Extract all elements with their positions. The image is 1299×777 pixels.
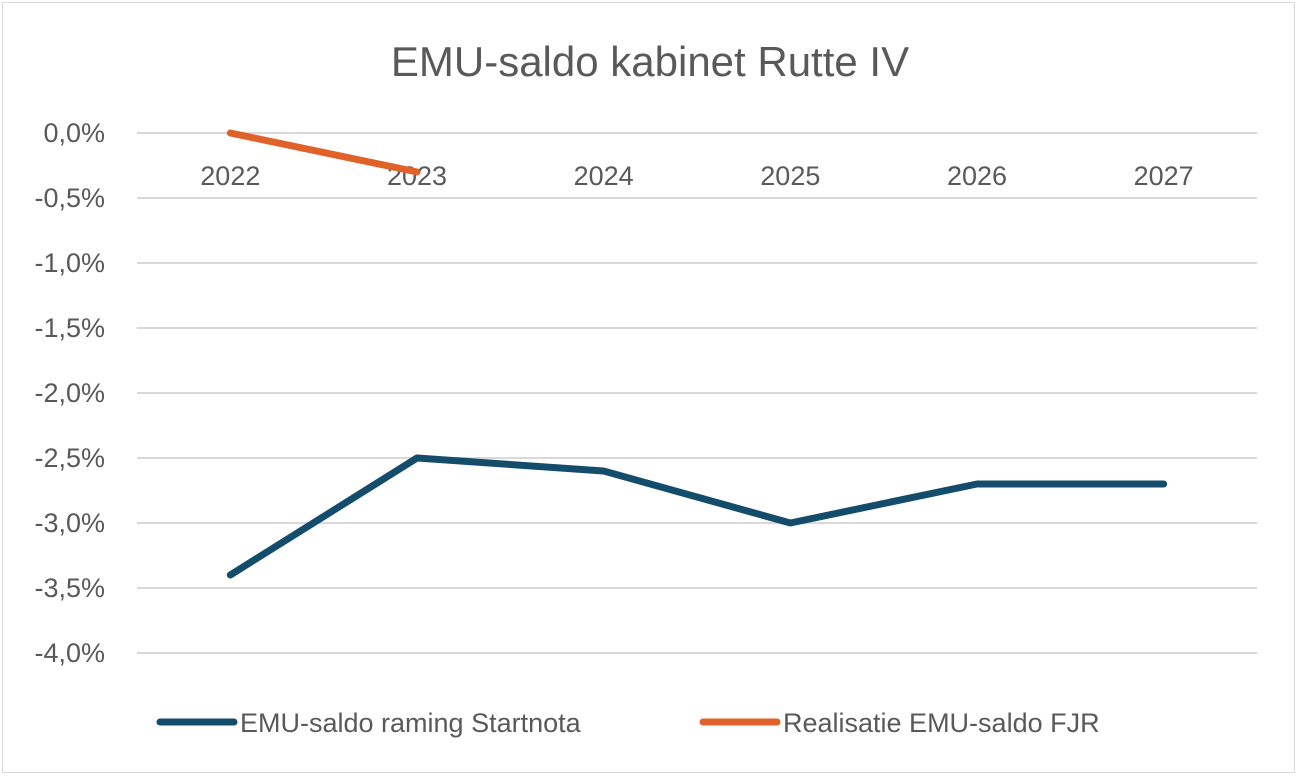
x-tick-label: 2026 — [947, 161, 1007, 191]
y-tick-label: -2,0% — [34, 378, 105, 408]
y-tick-label: -2,5% — [34, 443, 105, 473]
y-tick-label: -3,5% — [34, 573, 105, 603]
legend-label: EMU-saldo raming Startnota — [240, 708, 582, 738]
series-line-2 — [226, 129, 421, 176]
series-lines — [226, 129, 1168, 579]
y-tick-label: -0,5% — [34, 183, 105, 213]
x-tick-label: 2022 — [200, 161, 260, 191]
y-tick-label: -4,0% — [34, 638, 105, 668]
y-tick-label: -1,5% — [34, 313, 105, 343]
chart-title: EMU-saldo kabinet Rutte IV — [391, 38, 909, 85]
x-axis-ticks: 2022 2023 2024 2025 2026 2027 — [200, 161, 1193, 191]
y-tick-label: -3,0% — [34, 508, 105, 538]
y-tick-label: 0,0% — [43, 118, 105, 148]
series-line-1 — [226, 454, 1168, 579]
y-tick-label: -1,0% — [34, 248, 105, 278]
x-tick-label: 2024 — [574, 161, 634, 191]
legend-label: Realisatie EMU-saldo FJR — [783, 708, 1100, 738]
gridlines — [137, 132, 1257, 654]
x-tick-label: 2027 — [1134, 161, 1194, 191]
legend: EMU-saldo raming Startnota Realisatie EMU… — [156, 708, 1100, 738]
x-tick-label: 2025 — [760, 161, 820, 191]
y-axis-ticks: 0,0% -0,5% -1,0% -1,5% -2,0% -2,5% -3,0% -3,5% -… — [34, 118, 105, 668]
